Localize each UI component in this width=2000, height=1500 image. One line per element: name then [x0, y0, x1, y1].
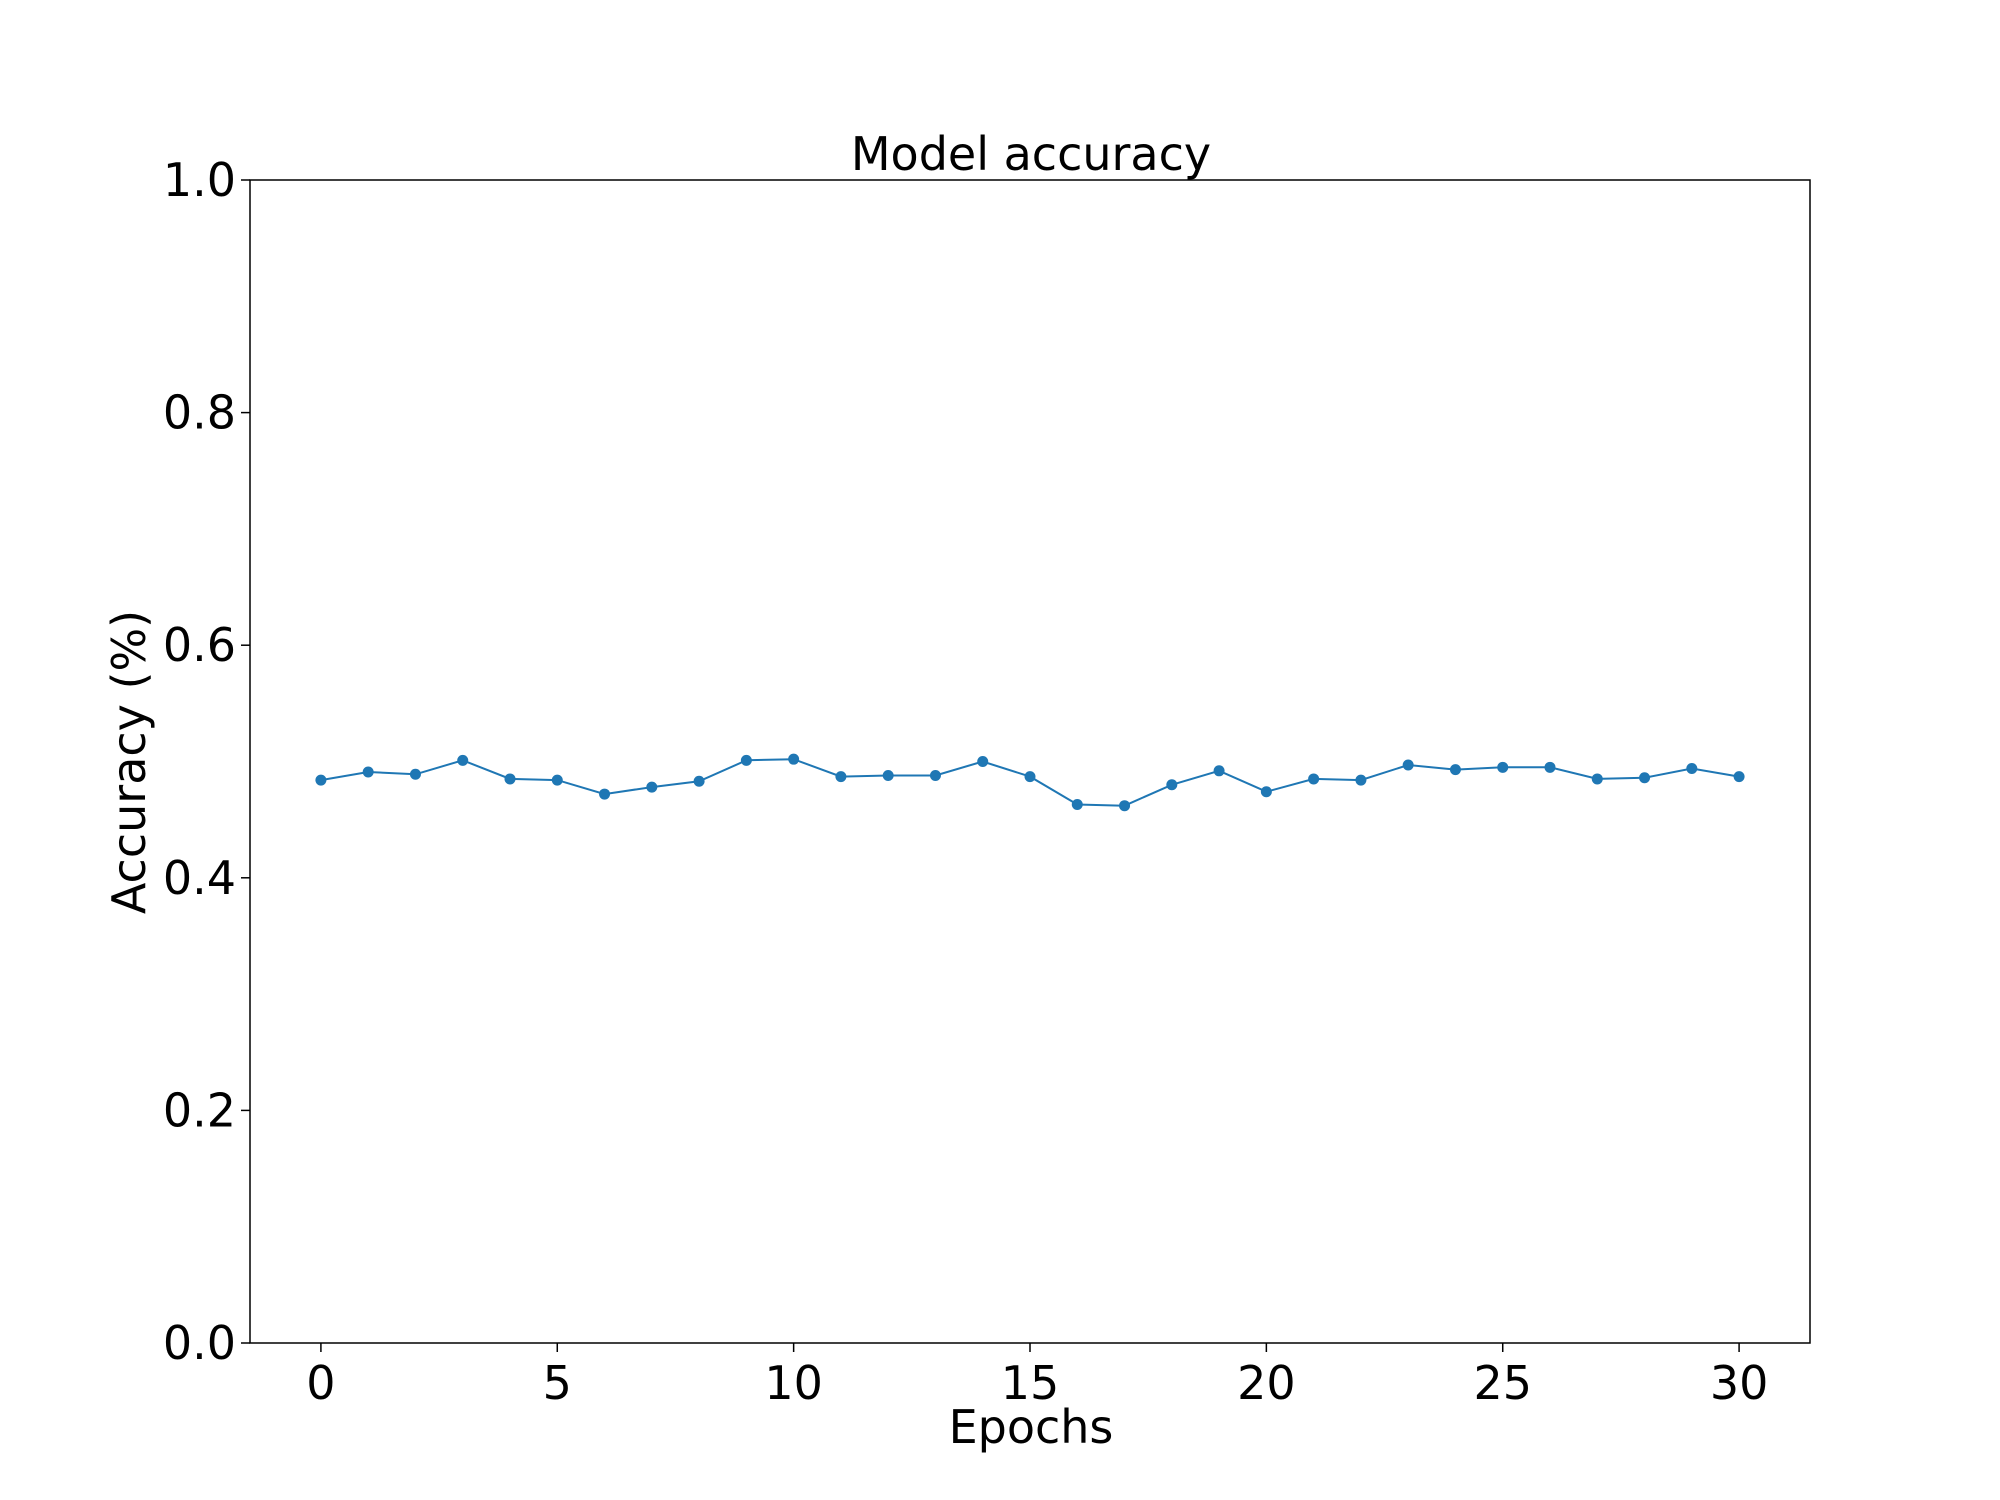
- data-point: [1071, 799, 1083, 811]
- data-point: [315, 774, 327, 786]
- x-tick-label: 20: [1237, 1356, 1296, 1410]
- x-tick-label: 15: [1001, 1356, 1060, 1410]
- data-point: [1591, 773, 1603, 785]
- data-point: [504, 773, 516, 785]
- data-point: [457, 754, 469, 766]
- data-point: [1544, 761, 1556, 773]
- x-axis: 0 5 10 15 20 25 30: [306, 1343, 1768, 1410]
- data-point: [1166, 779, 1178, 791]
- data-point: [409, 768, 421, 780]
- data-point: [693, 775, 705, 787]
- data-point: [1639, 772, 1651, 784]
- data-point: [1308, 773, 1320, 785]
- data-point: [362, 766, 374, 778]
- x-tick-label: 0: [306, 1356, 335, 1410]
- y-tick-label: 0.6: [163, 618, 236, 672]
- y-tick-label: 0.2: [163, 1083, 236, 1137]
- y-tick-label: 0.4: [163, 851, 236, 905]
- data-point: [1449, 764, 1461, 776]
- data-point: [788, 753, 800, 765]
- y-axis: 0.0 0.2 0.4 0.6 0.8 1.0: [163, 153, 250, 1370]
- data-point: [1260, 786, 1272, 798]
- data-point: [929, 769, 941, 781]
- chart-title: Model accuracy: [851, 127, 1211, 181]
- data-point: [977, 756, 989, 767]
- data-point: [740, 754, 752, 766]
- y-tick-label: 0.8: [163, 386, 236, 440]
- y-tick-label: 0.0: [163, 1316, 236, 1370]
- data-point: [1213, 765, 1225, 777]
- y-axis-label: Accuracy (%): [102, 610, 156, 914]
- data-point: [1686, 762, 1698, 774]
- y-tick-label: 1.0: [163, 153, 236, 207]
- series-layer: [315, 753, 1745, 812]
- data-point: [646, 781, 658, 793]
- data-point: [835, 771, 847, 783]
- data-point: [1402, 759, 1414, 771]
- x-tick-label: 10: [764, 1356, 823, 1410]
- data-point: [882, 769, 894, 781]
- data-point: [599, 788, 611, 800]
- data-point: [1355, 774, 1367, 786]
- x-axis-label: Epochs: [949, 1400, 1114, 1454]
- x-tick-label: 5: [543, 1356, 572, 1410]
- data-point: [551, 774, 563, 786]
- x-tick-label: 30: [1710, 1356, 1769, 1410]
- data-point: [1733, 771, 1745, 783]
- data-point: [1119, 800, 1131, 812]
- data-point: [1024, 771, 1036, 783]
- x-tick-label: 25: [1473, 1356, 1532, 1410]
- data-point: [1497, 761, 1509, 773]
